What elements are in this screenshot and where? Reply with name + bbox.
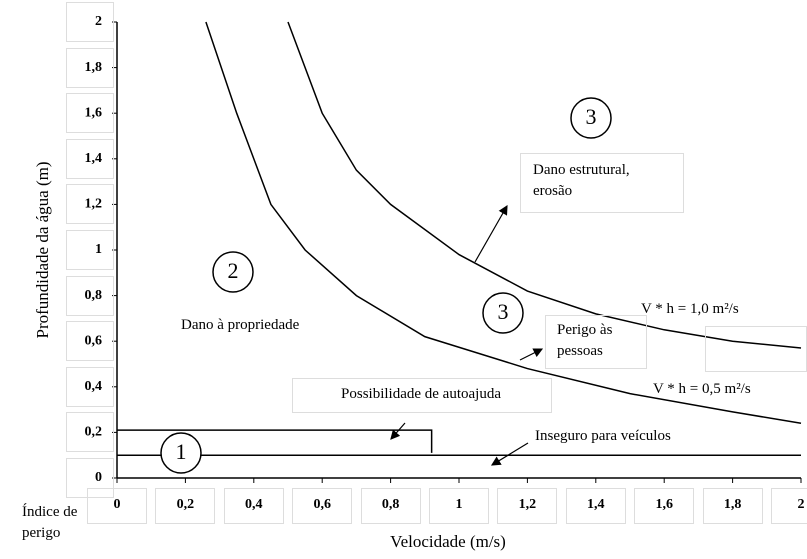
arrows xyxy=(390,204,544,466)
x-tick-box xyxy=(565,488,626,524)
x-tick-box xyxy=(497,488,558,524)
region-marker xyxy=(570,97,612,139)
y-tick-label: 0,4 xyxy=(85,379,103,394)
y-tick-label: 2 xyxy=(95,14,102,29)
x-tick-label: 0,8 xyxy=(382,497,400,512)
y-tick-box xyxy=(66,458,114,498)
y-tick-label: 0,2 xyxy=(85,425,103,440)
y-tick-label: 1 xyxy=(95,242,102,257)
annotation: Possibilidade de autoajuda xyxy=(341,386,501,402)
region-marker xyxy=(482,292,524,334)
x-tick-label: 2 xyxy=(798,497,805,512)
y-tick-label: 0,8 xyxy=(85,288,103,303)
x-tick-label: 0,6 xyxy=(313,497,331,512)
annotation: Perigo às pessoas xyxy=(557,322,613,359)
annotation: Dano à propriedade xyxy=(181,317,300,333)
annotation: Inseguro para veículos xyxy=(535,428,671,444)
annotation: Dano estrutural, erosão xyxy=(533,162,630,199)
y-tick-box xyxy=(66,412,114,453)
y-tick-box xyxy=(66,2,114,42)
y-tick-box xyxy=(66,184,114,225)
x-axis-label: Velocidade (m/s) xyxy=(390,532,506,551)
annotation: V * h = 0,5 m²/s xyxy=(653,381,751,397)
x-tick-label: 1,2 xyxy=(519,497,537,512)
y-tick-box xyxy=(66,321,114,362)
x-tick-box xyxy=(429,488,489,524)
annotation-box xyxy=(520,153,684,213)
x-tick-label: 0,2 xyxy=(177,497,195,512)
region-number: 3 xyxy=(498,299,509,324)
y-axis-label: Profundidade da água (m) xyxy=(33,161,52,338)
y-tick-label: 1,8 xyxy=(85,60,103,75)
x-tick-label: 1,8 xyxy=(724,497,742,512)
region-marker xyxy=(212,251,254,293)
y-tick-box xyxy=(66,93,114,134)
annotation: Índice de perigo xyxy=(22,504,78,541)
annotation-box xyxy=(705,326,807,372)
x-tick-box xyxy=(634,488,695,524)
x-tick-box xyxy=(360,488,421,524)
x-tick-label: 0,4 xyxy=(245,497,263,512)
region-number: 2 xyxy=(228,258,239,283)
line xyxy=(117,429,433,453)
region-number: 1 xyxy=(176,439,187,464)
y-tick-label: 1,6 xyxy=(85,105,103,120)
y-tick-box xyxy=(66,47,114,88)
x-tick-box xyxy=(771,488,807,524)
x-tick-label: 1,4 xyxy=(587,497,605,512)
y-tick-box xyxy=(66,138,114,179)
x-tick-box xyxy=(292,488,353,524)
x-tick-box xyxy=(155,488,216,524)
annotation-box xyxy=(545,315,647,369)
x-tick-label: 0 xyxy=(114,497,121,512)
region-marker xyxy=(160,432,202,474)
annotation-box xyxy=(292,378,552,413)
region-number: 3 xyxy=(586,104,597,129)
y-tick-label: 0 xyxy=(95,470,102,485)
y-tick-label: 0,6 xyxy=(85,333,103,348)
x-tick-box xyxy=(223,488,284,524)
x-tick-box xyxy=(87,488,147,524)
y-tick-box xyxy=(66,366,114,407)
x-tick-label: 1,6 xyxy=(655,497,673,512)
line xyxy=(205,21,802,425)
x-tick-box xyxy=(702,488,763,524)
y-tick-box xyxy=(66,275,114,316)
annotation: V * h = 1,0 m²/s xyxy=(641,301,739,317)
line xyxy=(287,21,802,349)
y-tick-box xyxy=(66,230,114,270)
y-tick-label: 1,4 xyxy=(85,151,103,166)
y-tick-label: 1,2 xyxy=(85,197,103,212)
x-tick-label: 1 xyxy=(456,497,463,512)
